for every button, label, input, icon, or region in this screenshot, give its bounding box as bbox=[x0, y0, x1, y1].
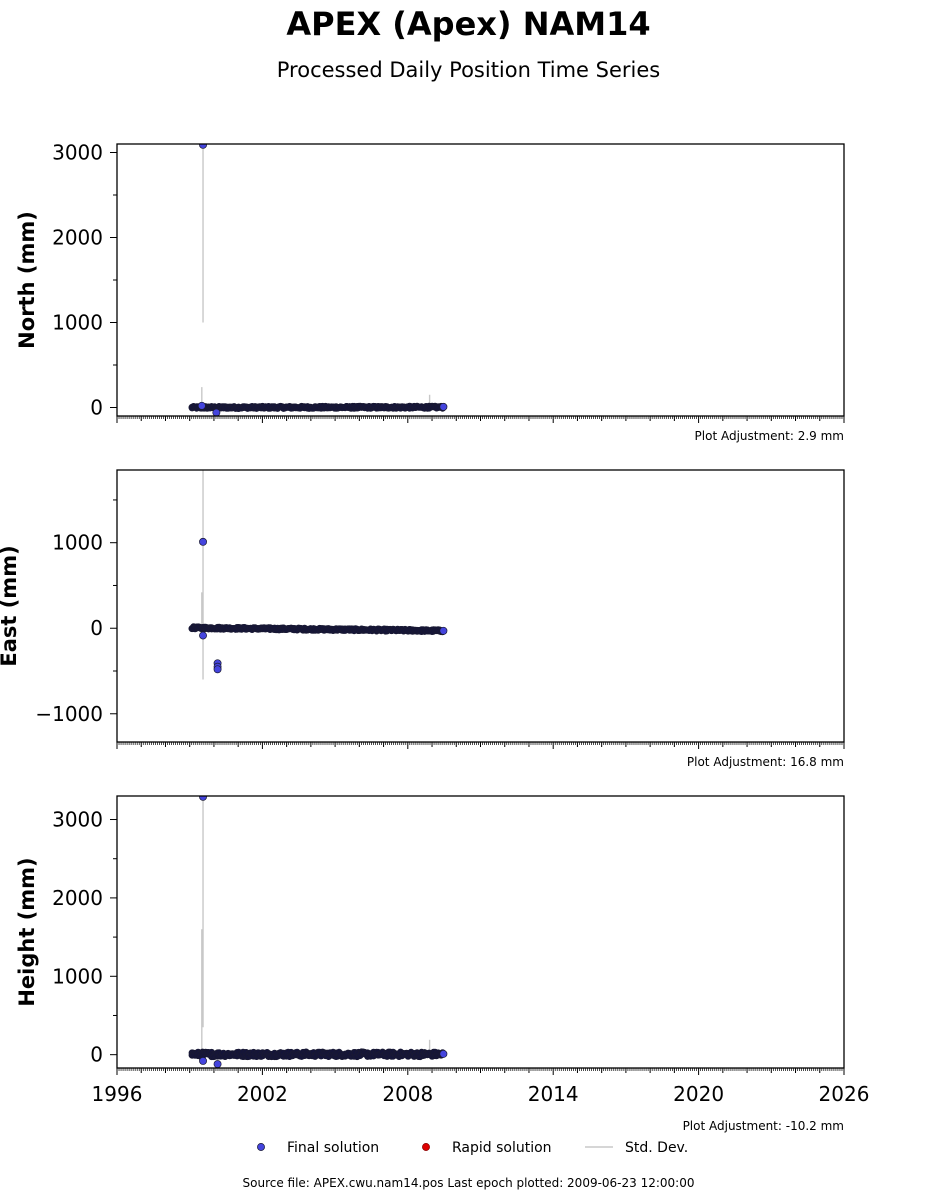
page-title: APEX (Apex) NAM14 bbox=[286, 5, 651, 43]
legend-final-label: Final solution bbox=[287, 1140, 379, 1156]
x-tick-label: 2008 bbox=[382, 1082, 433, 1106]
y-tick-label: 2000 bbox=[52, 226, 103, 250]
y-tick-label: 3000 bbox=[52, 808, 103, 832]
y-tick-label: 1000 bbox=[52, 964, 103, 988]
y-axis-ticks-north bbox=[110, 152, 117, 408]
source-footer: Source file: APEX.cwu.nam14.pos Last epo… bbox=[242, 1176, 695, 1190]
plot-area-height bbox=[188, 796, 448, 1068]
legend-std-label: Std. Dev. bbox=[625, 1140, 688, 1156]
y-tick-label: −1000 bbox=[35, 702, 103, 726]
final-solution-point bbox=[197, 401, 206, 410]
final-solution-band-east bbox=[188, 623, 447, 636]
plot-adjustment-label: Plot Adjustment: 16.8 mm bbox=[687, 755, 844, 769]
y-axis-label: East (mm) bbox=[0, 545, 21, 666]
page-subtitle: Processed Daily Position Time Series bbox=[276, 58, 661, 82]
y-axis-ticks-east bbox=[110, 499, 117, 715]
final-solution-point bbox=[199, 796, 207, 801]
final-solution-point bbox=[199, 144, 207, 149]
final-solution-point bbox=[439, 626, 448, 635]
final-solution-point bbox=[439, 1049, 448, 1058]
x-axis-ticks-north bbox=[116, 416, 845, 423]
legend-rapid-marker bbox=[422, 1143, 430, 1151]
x-tick-label: 2002 bbox=[237, 1082, 288, 1106]
y-tick-label: 0 bbox=[90, 396, 103, 420]
legend: Final solution Rapid solution Std. Dev. bbox=[257, 1140, 688, 1156]
y-tick-label: 1000 bbox=[52, 531, 103, 555]
x-tick-label: 2020 bbox=[673, 1082, 724, 1106]
final-solution-point bbox=[199, 1056, 207, 1065]
final-solution-point bbox=[212, 408, 221, 416]
y-tick-label: 3000 bbox=[52, 141, 103, 165]
final-solution-point bbox=[213, 1060, 222, 1068]
plot-adjustment-label: Plot Adjustment: -10.2 mm bbox=[683, 1119, 844, 1133]
panel-north: 0 1000 2000 3000 North (mm) Plot Adjustment: … bbox=[15, 141, 845, 443]
final-solution-point bbox=[439, 402, 448, 411]
axes-frame-height bbox=[116, 795, 845, 1069]
plot-area-east bbox=[188, 470, 448, 680]
x-axis-ticks-east bbox=[116, 742, 845, 749]
axes-frame-north bbox=[116, 143, 845, 417]
y-tick-label: 0 bbox=[90, 616, 103, 640]
legend-final-marker bbox=[257, 1143, 265, 1151]
x-tick-label: 1996 bbox=[92, 1082, 143, 1106]
x-tick-label: 2014 bbox=[528, 1082, 579, 1106]
panel-height: 1996 2002 2008 2014 2020 2026 0 1000 2000 3000 Hei… bbox=[15, 795, 870, 1133]
y-axis-label: North (mm) bbox=[15, 211, 39, 349]
final-solution-point bbox=[199, 631, 207, 640]
y-tick-label: 1000 bbox=[52, 311, 103, 335]
plot-adjustment-label: Plot Adjustment: 2.9 mm bbox=[695, 429, 844, 443]
legend-rapid-label: Rapid solution bbox=[452, 1140, 552, 1156]
final-solution-point bbox=[213, 665, 222, 674]
y-tick-label: 2000 bbox=[52, 886, 103, 910]
final-solution-band-height bbox=[188, 1048, 447, 1061]
y-tick-label: 0 bbox=[90, 1043, 103, 1067]
final-solution-band-north bbox=[188, 402, 447, 412]
y-axis-ticks-height bbox=[110, 819, 117, 1056]
x-tick-label: 2026 bbox=[819, 1082, 870, 1106]
x-axis-ticks-height bbox=[116, 1068, 845, 1075]
y-axis-label: Height (mm) bbox=[15, 857, 39, 1006]
panel-east: −1000 0 1000 East (mm) Plot Adjustment: 16.8… bbox=[0, 469, 845, 769]
plot-area-north bbox=[188, 144, 448, 416]
axes-frame-east bbox=[116, 469, 845, 743]
final-solution-point bbox=[199, 537, 207, 546]
